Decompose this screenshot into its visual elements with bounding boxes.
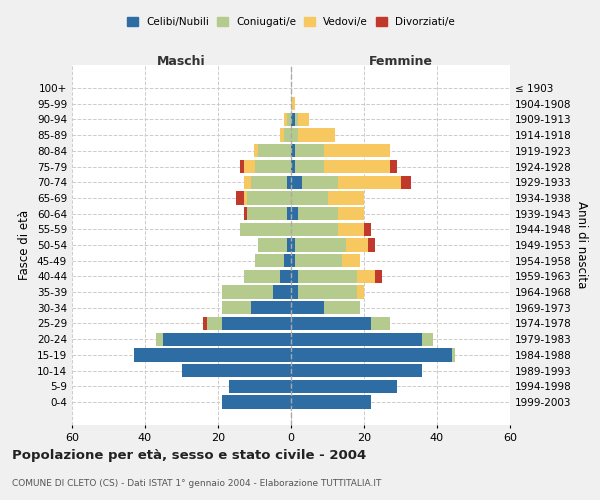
Bar [254,254,284,268]
Bar [280,270,291,283]
Bar [291,191,328,204]
Bar [324,301,361,314]
Bar [258,238,287,252]
Text: Femmine: Femmine [368,54,433,68]
Bar [291,301,324,314]
Bar [134,348,291,362]
Bar [295,113,298,126]
Bar [291,396,371,408]
Bar [371,317,389,330]
Bar [291,176,302,189]
Bar [291,144,295,158]
Bar [203,317,207,330]
Bar [244,207,247,220]
Bar [163,332,291,346]
Bar [295,238,346,252]
Bar [298,270,356,283]
Bar [284,254,291,268]
Bar [291,364,422,377]
Bar [291,380,397,393]
Bar [207,317,221,330]
Y-axis label: Fasce di età: Fasce di età [19,210,31,280]
Y-axis label: Anni di nascita: Anni di nascita [575,202,588,288]
Bar [291,97,295,110]
Bar [251,176,287,189]
Bar [328,191,364,204]
Bar [295,254,342,268]
Bar [287,238,291,252]
Bar [298,113,309,126]
Bar [156,332,163,346]
Bar [221,396,291,408]
Bar [291,113,295,126]
Bar [244,191,247,204]
Bar [247,191,291,204]
Bar [236,191,244,204]
Bar [244,176,251,189]
Bar [356,270,375,283]
Bar [368,238,375,252]
Bar [298,128,335,142]
Bar [284,128,291,142]
Bar [291,222,338,236]
Bar [342,254,361,268]
Bar [247,207,287,220]
Text: Popolazione per età, sesso e stato civile - 2004: Popolazione per età, sesso e stato civil… [12,450,366,462]
Bar [240,160,244,173]
Bar [251,301,291,314]
Bar [401,176,412,189]
Bar [291,286,298,299]
Bar [240,222,291,236]
Bar [389,160,397,173]
Bar [364,222,371,236]
Bar [302,176,338,189]
Bar [338,207,364,220]
Bar [295,144,324,158]
Bar [244,270,280,283]
Bar [338,222,364,236]
Bar [291,128,298,142]
Bar [346,238,368,252]
Bar [356,286,364,299]
Bar [291,207,298,220]
Text: Maschi: Maschi [157,54,206,68]
Bar [298,207,338,220]
Bar [338,176,401,189]
Bar [422,332,433,346]
Bar [291,348,452,362]
Bar [221,317,291,330]
Text: COMUNE DI CLETO (CS) - Dati ISTAT 1° gennaio 2004 - Elaborazione TUTTITALIA.IT: COMUNE DI CLETO (CS) - Dati ISTAT 1° gen… [12,478,382,488]
Bar [291,317,371,330]
Bar [182,364,291,377]
Bar [221,286,273,299]
Bar [291,160,295,173]
Bar [254,160,291,173]
Bar [273,286,291,299]
Bar [291,238,295,252]
Bar [375,270,382,283]
Bar [295,160,324,173]
Bar [287,113,291,126]
Bar [452,348,455,362]
Bar [287,207,291,220]
Bar [291,270,298,283]
Bar [254,144,258,158]
Bar [291,254,295,268]
Bar [229,380,291,393]
Bar [324,160,389,173]
Bar [324,144,389,158]
Bar [221,301,251,314]
Legend: Celibi/Nubili, Coniugati/e, Vedovi/e, Divorziati/e: Celibi/Nubili, Coniugati/e, Vedovi/e, Di… [123,12,459,31]
Bar [291,332,422,346]
Bar [244,160,254,173]
Bar [258,144,291,158]
Bar [298,286,356,299]
Bar [287,176,291,189]
Bar [280,128,284,142]
Bar [284,113,287,126]
